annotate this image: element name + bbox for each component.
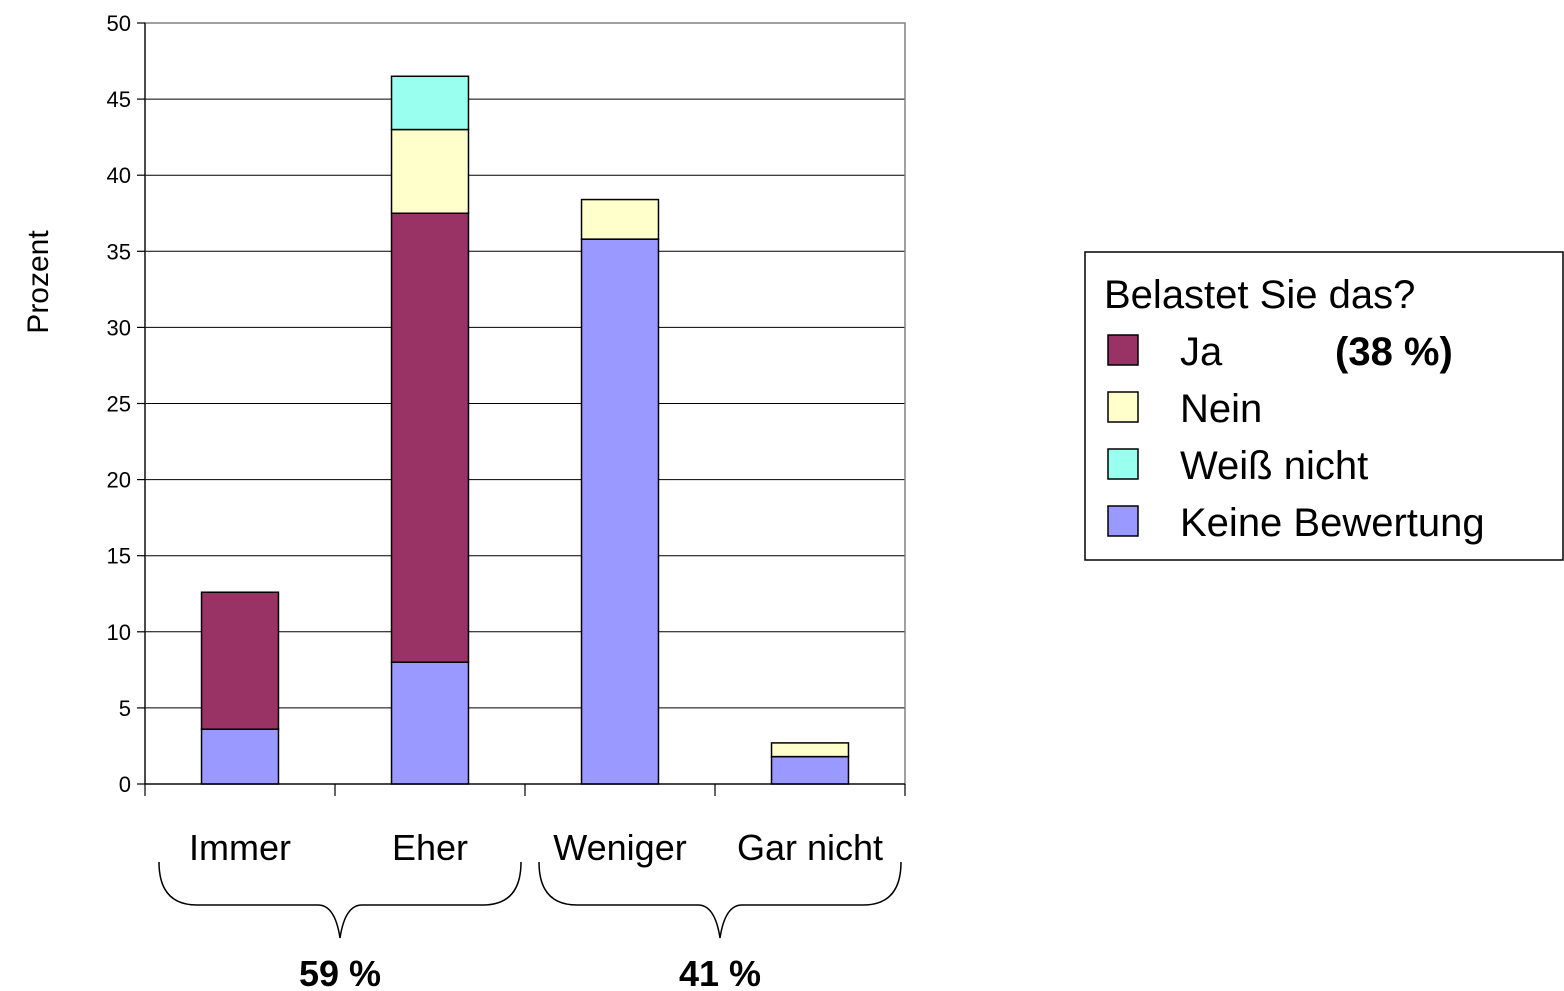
group-label: 59 % (299, 953, 381, 991)
bar-segment (770, 742, 850, 758)
legend-box (1084, 251, 1564, 561)
y-tick-label: 10 (107, 620, 131, 645)
legend-note: (38 %) (1335, 330, 1453, 374)
legend-swatch (1107, 391, 1139, 423)
y-tick-label: 35 (107, 239, 131, 264)
axes (137, 22, 906, 796)
legend-label: Nein (1180, 387, 1262, 431)
bar-segment (770, 755, 850, 785)
legend-swatch (1107, 505, 1139, 537)
y-tick-label: 25 (107, 392, 131, 417)
bar-segment (580, 198, 660, 240)
y-tick-labels: 0 5 10 15 20 25 30 35 40 45 50 (107, 11, 131, 797)
group-label: 41 % (679, 953, 761, 991)
x-category-label: Weniger (553, 827, 686, 868)
y-tick-label: 20 (107, 468, 131, 493)
legend-items: Ja (38 %) Nein Weiß nicht Keine Bewertung (1107, 330, 1485, 545)
bars (200, 75, 850, 785)
legend-swatch (1107, 334, 1139, 366)
x-category-label: Immer (189, 827, 291, 868)
x-category-label: Gar nicht (737, 827, 883, 868)
bar-segment (390, 661, 470, 785)
y-tick-label: 40 (107, 163, 131, 188)
category-groups: 59 % 41 % (158, 861, 902, 991)
y-tick-label: 5 (119, 696, 131, 721)
bar-segment (390, 212, 470, 663)
y-tick-label: 0 (119, 772, 131, 797)
y-tick-label: 50 (107, 11, 131, 36)
bar-segment (390, 128, 470, 214)
y-tick-label: 45 (107, 87, 131, 112)
group-brace (158, 861, 522, 939)
y-axis-title: Prozent (22, 230, 55, 334)
x-category-labels: Immer Eher Weniger Gar nicht (189, 827, 883, 868)
legend-title: Belastet Sie das? (1104, 273, 1415, 317)
legend-label: Ja (1180, 330, 1223, 374)
bar-segment (580, 238, 660, 785)
bar-segment (200, 728, 280, 785)
group-brace (538, 861, 902, 939)
bar-segment (390, 75, 470, 131)
bar-segment (200, 591, 280, 730)
legend-label: Keine Bewertung (1180, 501, 1485, 545)
x-category-label: Eher (392, 827, 468, 868)
legend-label: Weiß nicht (1180, 444, 1368, 488)
legend-swatch (1107, 448, 1139, 480)
legend: Belastet Sie das? Ja (38 %) Nein Weiß nicht… (1084, 251, 1564, 561)
y-tick-label: 30 (107, 315, 131, 340)
y-tick-label: 15 (107, 544, 131, 569)
